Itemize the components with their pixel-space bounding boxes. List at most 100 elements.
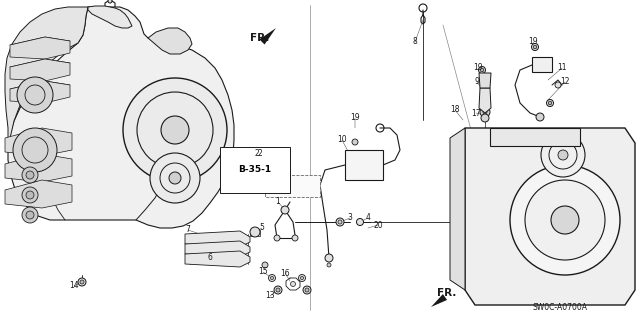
Circle shape xyxy=(269,275,275,281)
Polygon shape xyxy=(10,37,70,59)
Polygon shape xyxy=(5,180,72,208)
Polygon shape xyxy=(5,128,72,156)
Polygon shape xyxy=(185,241,250,257)
Circle shape xyxy=(213,258,217,262)
Circle shape xyxy=(292,235,298,241)
Circle shape xyxy=(169,172,181,184)
Text: 19: 19 xyxy=(528,38,538,47)
Circle shape xyxy=(22,187,38,203)
Circle shape xyxy=(22,167,38,183)
Circle shape xyxy=(298,275,305,281)
Circle shape xyxy=(13,128,57,172)
Text: B-35-1: B-35-1 xyxy=(239,166,271,174)
Circle shape xyxy=(78,278,86,286)
Circle shape xyxy=(531,43,538,50)
Text: 11: 11 xyxy=(557,63,567,72)
Circle shape xyxy=(274,235,280,241)
Polygon shape xyxy=(259,28,276,45)
Circle shape xyxy=(310,183,317,189)
Polygon shape xyxy=(148,28,192,54)
Circle shape xyxy=(276,288,280,292)
Circle shape xyxy=(271,183,278,189)
Circle shape xyxy=(285,183,291,189)
Text: FR.: FR. xyxy=(250,33,269,43)
Polygon shape xyxy=(185,251,250,267)
Text: FR.: FR. xyxy=(437,288,457,298)
FancyBboxPatch shape xyxy=(532,57,552,72)
Circle shape xyxy=(22,207,38,223)
FancyBboxPatch shape xyxy=(345,150,383,180)
Circle shape xyxy=(551,206,579,234)
Circle shape xyxy=(108,0,112,3)
Circle shape xyxy=(17,77,53,113)
Circle shape xyxy=(26,191,34,199)
Circle shape xyxy=(271,277,273,279)
Text: 9: 9 xyxy=(475,78,479,86)
Circle shape xyxy=(150,153,200,203)
Circle shape xyxy=(510,165,620,275)
Circle shape xyxy=(480,68,484,72)
Circle shape xyxy=(259,159,265,165)
Polygon shape xyxy=(10,81,70,103)
Circle shape xyxy=(303,286,311,294)
Circle shape xyxy=(338,220,342,224)
Bar xyxy=(460,268,472,276)
Polygon shape xyxy=(431,294,447,307)
Text: 15: 15 xyxy=(258,268,268,277)
Circle shape xyxy=(211,256,219,264)
FancyBboxPatch shape xyxy=(265,175,320,197)
Circle shape xyxy=(123,78,227,182)
Polygon shape xyxy=(5,7,88,147)
Text: 18: 18 xyxy=(451,106,460,115)
Bar xyxy=(460,155,472,163)
Polygon shape xyxy=(479,88,491,113)
Circle shape xyxy=(325,254,333,262)
Text: 7: 7 xyxy=(186,226,191,234)
Circle shape xyxy=(26,171,34,179)
Circle shape xyxy=(274,286,282,294)
Polygon shape xyxy=(10,59,70,81)
Circle shape xyxy=(327,263,331,267)
Circle shape xyxy=(336,218,344,226)
Polygon shape xyxy=(8,7,234,228)
Text: 10: 10 xyxy=(337,136,347,145)
Text: 16: 16 xyxy=(280,269,290,278)
Text: 19: 19 xyxy=(350,114,360,122)
Circle shape xyxy=(547,100,554,107)
Circle shape xyxy=(479,66,486,73)
Circle shape xyxy=(555,82,561,88)
Circle shape xyxy=(481,114,489,122)
Text: 12: 12 xyxy=(560,78,570,86)
Text: 17: 17 xyxy=(471,108,481,117)
Text: 20: 20 xyxy=(373,220,383,229)
Text: 5: 5 xyxy=(260,224,264,233)
Circle shape xyxy=(291,281,296,286)
Circle shape xyxy=(161,116,189,144)
Circle shape xyxy=(352,139,358,145)
Polygon shape xyxy=(88,6,132,28)
Text: SW0C-A0700A: SW0C-A0700A xyxy=(532,303,588,313)
Circle shape xyxy=(533,45,537,49)
Circle shape xyxy=(26,211,34,219)
Circle shape xyxy=(301,277,303,279)
Bar xyxy=(460,235,472,243)
Text: 1: 1 xyxy=(276,197,280,206)
Circle shape xyxy=(548,101,552,105)
Circle shape xyxy=(558,150,568,160)
Text: 8: 8 xyxy=(413,38,417,47)
Text: 4: 4 xyxy=(365,213,371,222)
Circle shape xyxy=(356,219,364,226)
Text: 2: 2 xyxy=(258,149,262,158)
Text: 13: 13 xyxy=(265,292,275,300)
Polygon shape xyxy=(5,154,72,182)
Circle shape xyxy=(262,262,268,268)
Text: 3: 3 xyxy=(348,213,353,222)
Text: 2: 2 xyxy=(255,149,259,158)
Circle shape xyxy=(536,113,544,121)
Text: 19: 19 xyxy=(473,63,483,72)
Circle shape xyxy=(525,180,605,260)
Polygon shape xyxy=(185,231,250,247)
Polygon shape xyxy=(450,128,465,290)
Circle shape xyxy=(541,133,585,177)
Circle shape xyxy=(281,206,289,214)
